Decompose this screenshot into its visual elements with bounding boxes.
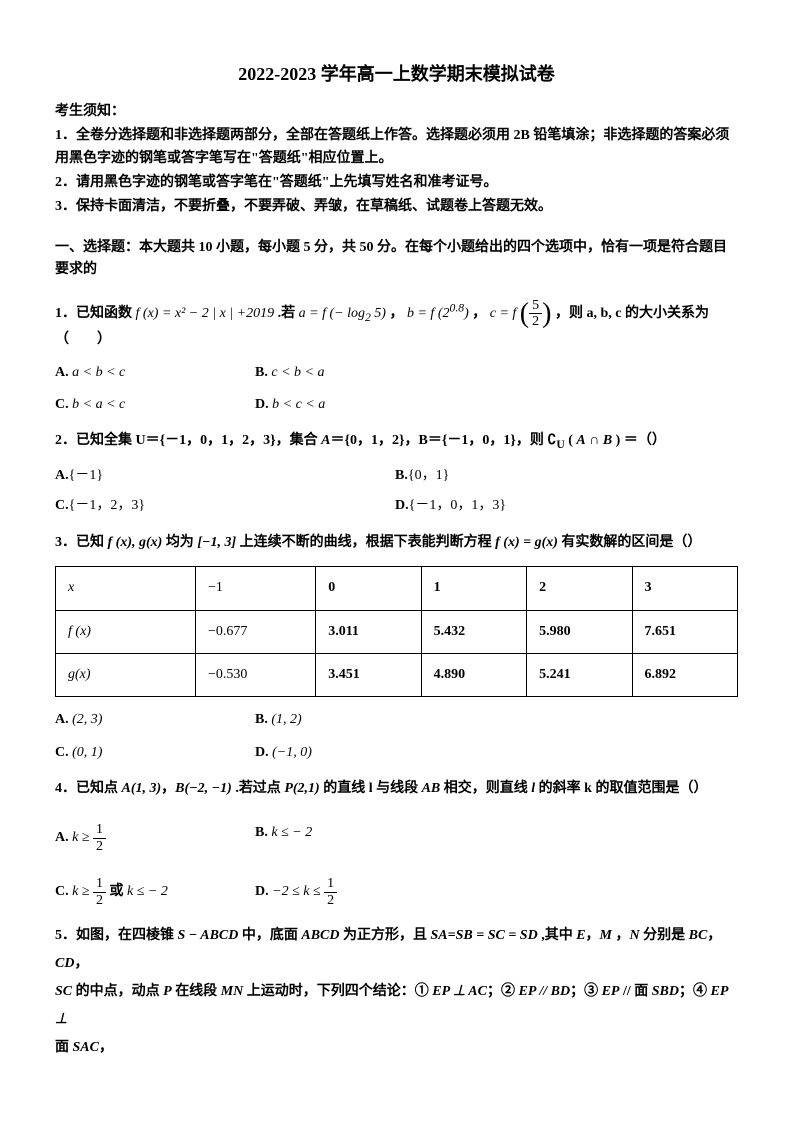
q1-func: f (x) = x² − 2 | x | +2019 xyxy=(136,306,275,321)
q4-text: 4．已知点 A(1, 3)，B(−2, −1) .若过点 P(2,1) 的直线 … xyxy=(55,781,707,796)
q3-text: 3．已知 f (x), g(x) 均为 [−1, 3] 上连续不断的曲线，根据下… xyxy=(55,535,701,550)
tr-g-2: 3.451 xyxy=(316,653,421,696)
q3-optC: C. (0, 1) xyxy=(55,742,255,764)
notice-heading: 考生须知： xyxy=(55,101,738,123)
instruction-1: 1．全卷分选择题和非选择题两部分，全部在答题纸上作答。选择题必须用 2B 铅笔填… xyxy=(55,125,738,170)
q2-optB-text: {0，1} xyxy=(408,468,449,483)
question-5: 5．如图，在四棱锥 S − ABCD 中，底面 ABCD 为正方形，且 SA=S… xyxy=(55,922,738,1062)
q1-options-row1: A. a < b < c B. c < b < a xyxy=(55,362,738,384)
q1-sep2: ， xyxy=(472,306,486,321)
tr-g-3: 4.890 xyxy=(421,653,526,696)
tr-f-4: 5.980 xyxy=(527,610,632,653)
q2-options-row2: C.{－1，2，3} D.{－1，0，1，3} xyxy=(55,495,738,517)
q4-optD: D. −2 ≤ k ≤ 12 xyxy=(255,876,455,908)
q3-table: x −1 0 1 2 3 f (x) −0.677 3.011 5.432 5.… xyxy=(55,566,738,697)
q1-c: c = f xyxy=(490,306,520,321)
q4-optB: B. k ≤ − 2 xyxy=(255,822,455,854)
q3-options-row1: A. (2, 3) B. (1, 2) xyxy=(55,709,738,731)
q1-prefix: 1．已知函数 xyxy=(55,306,136,321)
q1-optD: D. b < c < a xyxy=(255,394,455,416)
tr-f-5: 7.651 xyxy=(632,610,737,653)
q1-optC: C. b < a < c xyxy=(55,394,255,416)
tr-g-label: g(x) xyxy=(56,653,196,696)
instruction-2: 2．请用黑色字迹的钢笔或答字笔在"答题纸"上先填写姓名和准考证号。 xyxy=(55,172,738,194)
tr-f-3: 5.432 xyxy=(421,610,526,653)
th-x: x xyxy=(56,567,196,610)
tr-g-1: −0.530 xyxy=(196,653,316,696)
section1-intro: 一、选择题：本大题共 10 小题，每小题 5 分，共 50 分。在每个小题给出的… xyxy=(55,237,738,282)
q2-optC-text: {－1，2，3} xyxy=(69,498,145,513)
instruction-3: 3．保持卡面清洁，不要折叠，不要弄破、弄皱，在草稿纸、试题卷上答题无效。 xyxy=(55,196,738,218)
question-3: 3．已知 f (x), g(x) 均为 [−1, 3] 上连续不断的曲线，根据下… xyxy=(55,532,738,554)
q5-line2: SC 的中点，动点 P 在线段 MN 上运动时，下列四个结论：① EP ⊥ AC… xyxy=(55,984,728,1027)
q1-sep1: ， xyxy=(389,306,403,321)
q1-b: b = f (20.8) xyxy=(407,306,469,321)
q2-optA: A.{－1} xyxy=(55,465,395,487)
question-4: 4．已知点 A(1, 3)，B(−2, −1) .若过点 P(2,1) 的直线 … xyxy=(55,778,738,800)
tr-f-label: f (x) xyxy=(56,610,196,653)
q2-options-row1: A.{－1} B.{0，1} xyxy=(55,465,738,487)
q2-text: 2．已知全集 U＝{－1，0，1，2，3}，集合 A＝{0，1，2}，B＝{－1… xyxy=(55,433,666,448)
th-c4: 2 xyxy=(527,567,632,610)
q1-optB: B. c < b < a xyxy=(255,362,455,384)
q1-c-frac: 52 xyxy=(529,298,542,330)
q2-optB: B.{0，1} xyxy=(395,465,735,487)
q1-rparen: ) xyxy=(542,297,551,328)
table-header-row: x −1 0 1 2 3 xyxy=(56,567,738,610)
q4-optC: C. k ≥ 12 或 k ≤ − 2 xyxy=(55,876,255,908)
q5-line3: 面 SAC， xyxy=(55,1040,113,1055)
q2-optD-text: {－1，0，1，3} xyxy=(409,498,506,513)
q3-options-row2: C. (0, 1) D. (−1, 0) xyxy=(55,742,738,764)
q3-optD: D. (−1, 0) xyxy=(255,742,455,764)
q4-optA: A. k ≥ 12 xyxy=(55,822,255,854)
q2-optC: C.{－1，2，3} xyxy=(55,495,395,517)
q4-options-row2: C. k ≥ 12 或 k ≤ − 2 D. −2 ≤ k ≤ 12 xyxy=(55,876,738,908)
tr-f-1: −0.677 xyxy=(196,610,316,653)
th-c3: 1 xyxy=(421,567,526,610)
tr-f-2: 3.011 xyxy=(316,610,421,653)
tr-g-4: 5.241 xyxy=(527,653,632,696)
q1-a: a = f (− log2 5) xyxy=(299,306,386,321)
q1-lparen: ( xyxy=(520,297,529,328)
q3-optA: A. (2, 3) xyxy=(55,709,255,731)
q2-optA-text: {－1} xyxy=(69,468,103,483)
q1-options-row2: C. b < a < c D. b < c < a xyxy=(55,394,738,416)
q2-optD: D.{－1，0，1，3} xyxy=(395,495,735,517)
question-1: 1．已知函数 f (x) = x² − 2 | x | +2019 .若 a =… xyxy=(55,298,738,352)
table-row-g: g(x) −0.530 3.451 4.890 5.241 6.892 xyxy=(56,653,738,696)
th-c5: 3 xyxy=(632,567,737,610)
exam-title: 2022-2023 学年高一上数学期末模拟试卷 xyxy=(55,60,738,89)
q5-line1: 5．如图，在四棱锥 S − ABCD 中，底面 ABCD 为正方形，且 SA=S… xyxy=(55,928,721,971)
table-row-f: f (x) −0.677 3.011 5.432 5.980 7.651 xyxy=(56,610,738,653)
q1-optA: A. a < b < c xyxy=(55,362,255,384)
q1-mid1: .若 xyxy=(278,306,299,321)
q4-options-row1: A. k ≥ 12 B. k ≤ − 2 xyxy=(55,822,738,854)
q3-optB: B. (1, 2) xyxy=(255,709,455,731)
question-2: 2．已知全集 U＝{－1，0，1，2，3}，集合 A＝{0，1，2}，B＝{－1… xyxy=(55,430,738,454)
th-c1: −1 xyxy=(196,567,316,610)
th-c2: 0 xyxy=(316,567,421,610)
tr-g-5: 6.892 xyxy=(632,653,737,696)
